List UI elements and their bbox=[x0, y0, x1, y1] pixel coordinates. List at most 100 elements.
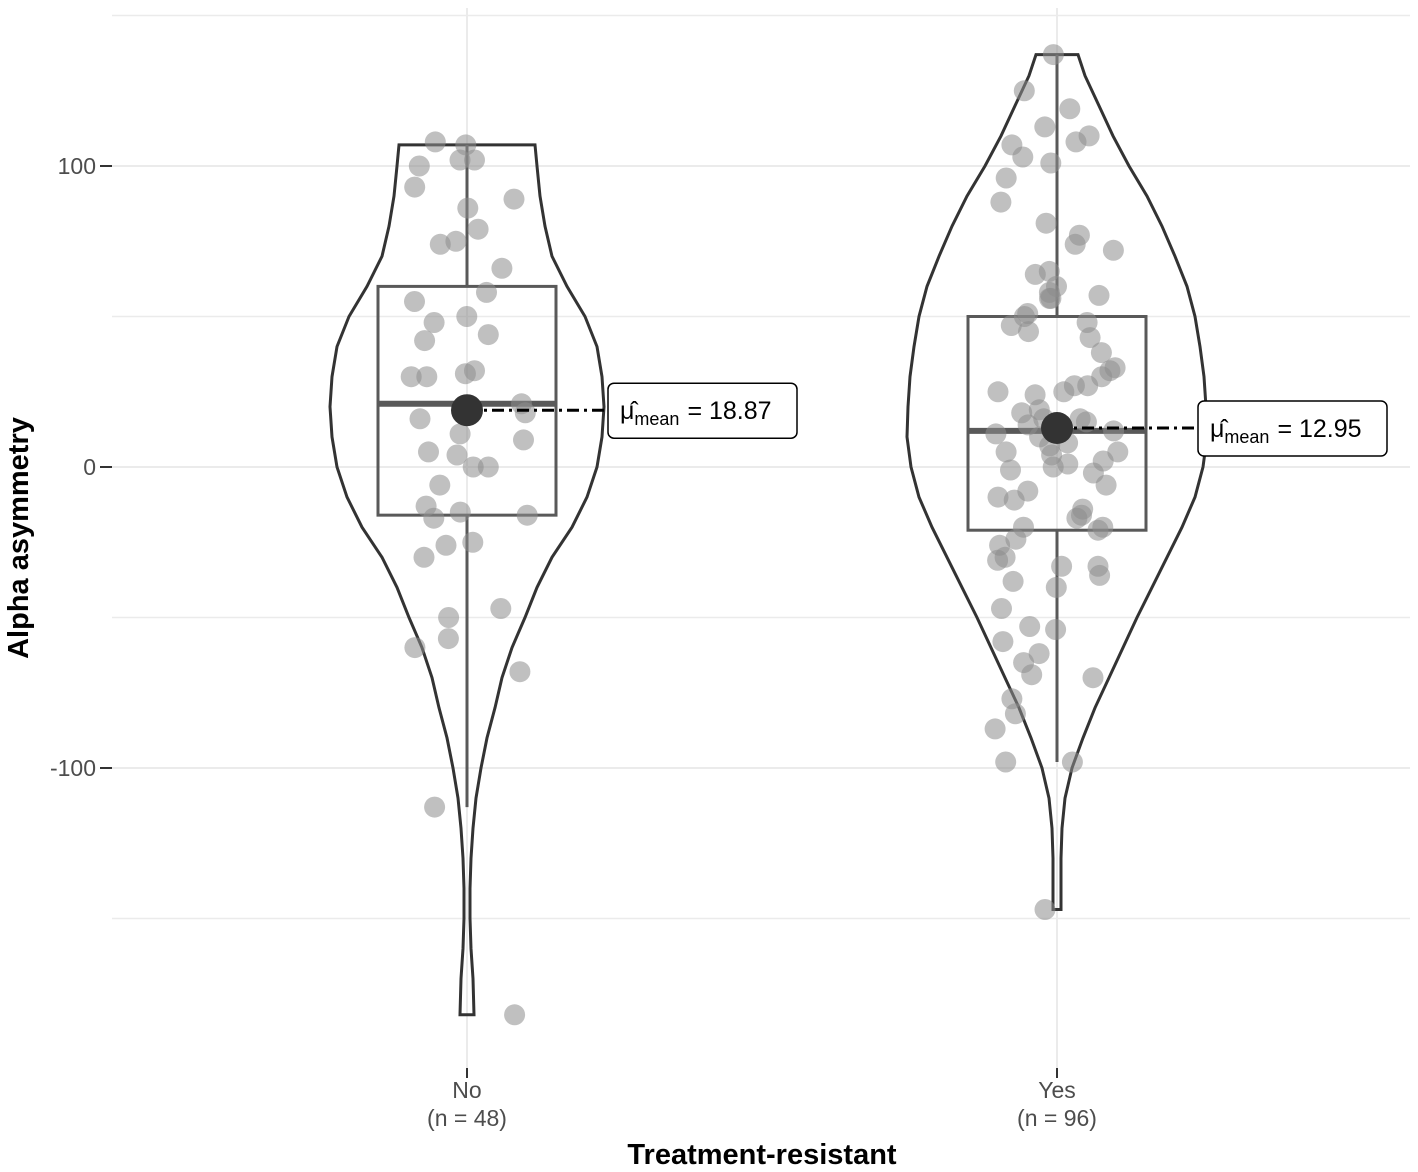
data-point bbox=[985, 423, 1007, 445]
mean-point bbox=[451, 394, 483, 427]
violin-group: μ̂mean = 12.95 bbox=[905, 44, 1388, 920]
mean-value: = 18.87 bbox=[687, 397, 771, 425]
mean-label-box bbox=[607, 382, 798, 439]
data-point bbox=[1000, 315, 1022, 336]
mean-subscript: mean bbox=[1224, 427, 1269, 447]
data-point bbox=[514, 402, 536, 424]
data-point bbox=[1000, 459, 1021, 481]
mean-subscript: mean bbox=[634, 409, 679, 429]
data-point bbox=[990, 191, 1012, 213]
data-point bbox=[1004, 703, 1026, 725]
y-axis-title: Alpha asymmetry bbox=[3, 417, 35, 659]
data-point bbox=[1040, 152, 1062, 174]
x-tick-label: Yes bbox=[1038, 1077, 1076, 1103]
data-point bbox=[404, 637, 426, 659]
data-point bbox=[416, 366, 438, 388]
data-point bbox=[423, 312, 445, 333]
data-point bbox=[490, 598, 512, 619]
data-point bbox=[1079, 327, 1101, 349]
data-point bbox=[516, 504, 538, 526]
data-point bbox=[429, 474, 451, 496]
data-point bbox=[995, 751, 1017, 773]
data-point bbox=[503, 188, 525, 210]
data-point bbox=[995, 441, 1017, 463]
data-point bbox=[509, 661, 531, 683]
data-point bbox=[1088, 284, 1110, 306]
data-point bbox=[1018, 321, 1039, 343]
data-point bbox=[1103, 420, 1125, 442]
data-point bbox=[1064, 233, 1086, 255]
violin-group: μ̂mean = 18.87 bbox=[328, 131, 798, 1026]
y-tick-label: -100 bbox=[50, 755, 96, 781]
data-point bbox=[992, 631, 1014, 653]
data-point bbox=[424, 796, 446, 818]
data-point bbox=[454, 363, 476, 385]
x-axis-title: Treatment-resistant bbox=[627, 1139, 896, 1171]
data-point bbox=[1059, 98, 1081, 120]
data-point bbox=[1034, 899, 1056, 920]
data-point bbox=[504, 1004, 526, 1026]
y-axis-ticks: 100 0 -100 bbox=[50, 153, 112, 781]
x-axis-ticks: No(n = 48) Yes(n = 96) bbox=[427, 1068, 1097, 1131]
data-point bbox=[1035, 212, 1057, 234]
violin-groups: μ̂mean = 18.87μ̂mean = 12.95 bbox=[328, 44, 1388, 1026]
data-point bbox=[404, 291, 425, 312]
data-point bbox=[1021, 664, 1043, 686]
data-point bbox=[449, 501, 471, 523]
data-point bbox=[1042, 44, 1064, 66]
data-point bbox=[456, 306, 478, 327]
x-tick-label: No bbox=[452, 1077, 481, 1103]
y-tick-label: 0 bbox=[83, 454, 96, 480]
data-point bbox=[1012, 146, 1034, 168]
data-point bbox=[991, 598, 1012, 619]
data-point bbox=[404, 176, 426, 198]
data-point bbox=[987, 486, 1009, 508]
data-point bbox=[409, 408, 431, 430]
data-point bbox=[1042, 456, 1064, 478]
data-point bbox=[1002, 570, 1024, 592]
data-point bbox=[987, 549, 1009, 571]
data-point bbox=[1013, 80, 1035, 102]
data-point bbox=[1019, 616, 1041, 637]
data-point bbox=[1090, 342, 1112, 364]
x-tick-count: (n = 48) bbox=[427, 1105, 507, 1131]
violin-shape bbox=[328, 143, 606, 1017]
data-point bbox=[1045, 576, 1067, 598]
data-point bbox=[449, 423, 471, 445]
data-point bbox=[400, 366, 422, 388]
data-point bbox=[1045, 619, 1067, 640]
data-point bbox=[467, 218, 489, 240]
data-point bbox=[424, 131, 446, 153]
grid bbox=[112, 8, 1410, 1068]
data-point bbox=[462, 456, 484, 478]
data-point bbox=[491, 257, 513, 279]
data-point bbox=[513, 429, 534, 451]
data-point bbox=[1051, 555, 1073, 577]
data-point bbox=[1028, 643, 1050, 665]
data-point bbox=[1066, 507, 1088, 529]
data-point bbox=[1061, 751, 1083, 773]
data-point bbox=[438, 607, 460, 628]
data-point bbox=[413, 546, 435, 568]
data-point bbox=[1089, 564, 1111, 586]
data-point bbox=[414, 330, 436, 352]
data-point bbox=[457, 197, 479, 219]
data-point bbox=[449, 149, 471, 171]
data-point bbox=[445, 230, 467, 252]
data-point bbox=[1053, 381, 1075, 403]
data-point bbox=[462, 531, 484, 553]
data-point bbox=[995, 167, 1017, 189]
data-point bbox=[477, 324, 499, 346]
data-point bbox=[1034, 116, 1056, 138]
data-point bbox=[476, 281, 497, 303]
mean-point bbox=[1041, 412, 1073, 445]
mean-label: μ̂mean = 12.95 bbox=[1210, 415, 1362, 447]
data-point bbox=[435, 534, 457, 556]
data-point bbox=[418, 441, 439, 463]
data-point bbox=[408, 155, 430, 177]
data-point bbox=[1039, 287, 1060, 309]
box bbox=[966, 315, 1148, 532]
data-point bbox=[987, 381, 1009, 403]
data-point bbox=[437, 628, 459, 650]
